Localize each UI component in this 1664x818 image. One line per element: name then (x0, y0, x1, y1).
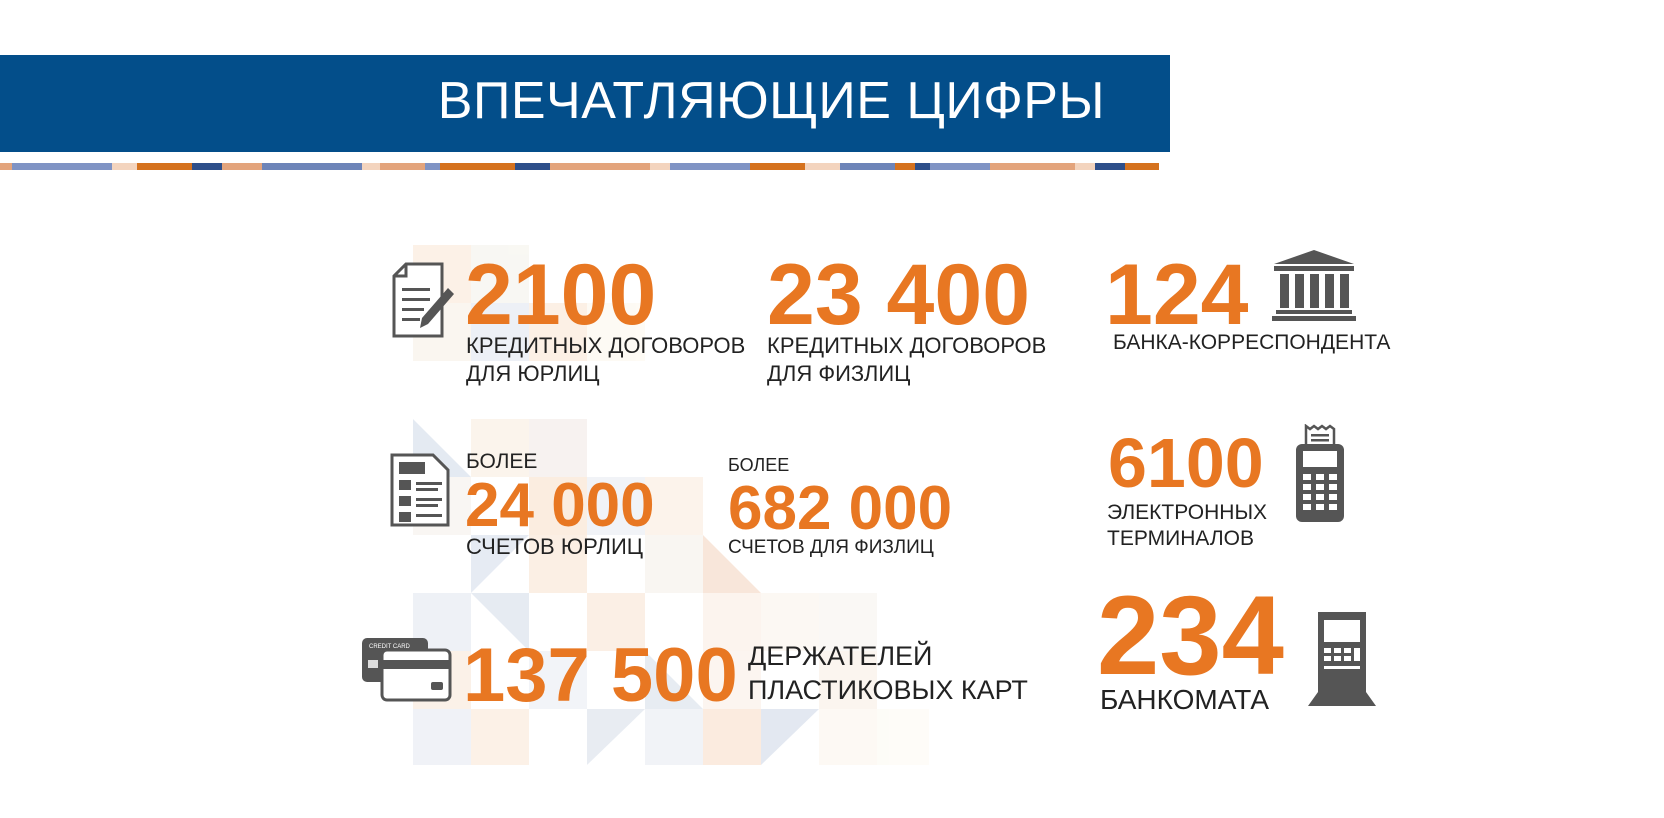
stat-value-atms: 234 (1097, 573, 1284, 698)
stat-caption-card-holders-1: ДЕРЖАТЕЛЕЙ (748, 641, 933, 671)
stat-caption-accounts-legal: СЧЕТОВ ЮРЛИЦ (466, 534, 644, 559)
stat-caption-card-holders-2: ПЛАСТИКОВЫХ КАРТ (748, 675, 1028, 705)
stat-value-accounts-individual: 682 000 (728, 474, 953, 543)
atm-icon (1306, 610, 1378, 708)
pos-terminal-icon (1294, 424, 1346, 524)
stat-value-loans-legal: 2100 (465, 247, 657, 343)
decorative-stripe (0, 163, 1170, 170)
stat-value-loans-individual: 23 400 (767, 247, 1031, 343)
stat-caption-terminals-1: ЭЛЕКТРОННЫХ (1107, 501, 1268, 524)
mosaic-background (413, 245, 929, 765)
stat-caption-accounts-individual: СЧЕТОВ ДЛЯ ФИЗЛИЦ (728, 537, 934, 558)
stat-caption-terminals-2: ТЕРМИНАЛОВ (1107, 527, 1254, 550)
stat-caption-loans-legal-1: КРЕДИТНЫХ ДОГОВОРОВ (466, 333, 746, 358)
stat-value-terminals: 6100 (1108, 424, 1264, 502)
stat-prefix-accounts-legal: БОЛЕЕ (466, 450, 538, 473)
stat-value-accounts-legal: 24 000 (465, 471, 655, 540)
stat-value-card-holders: 137 500 (463, 633, 738, 718)
credit-cards-icon: CREDIT CARD (360, 636, 452, 704)
stat-caption-loans-individual-2: ДЛЯ ФИЗЛИЦ (767, 361, 911, 386)
stat-caption-loans-individual-1: КРЕДИТНЫХ ДОГОВОРОВ (767, 333, 1047, 358)
stat-prefix-accounts-individual: БОЛЕЕ (728, 455, 790, 475)
bank-building-icon (1272, 248, 1356, 322)
page-title: ВПЕЧАТЛЯЮЩИЕ ЦИФРЫ (437, 72, 1105, 130)
header-banner: ВПЕЧАТЛЯЮЩИЕ ЦИФРЫ (0, 55, 1170, 152)
stat-caption-atms: БАНКОМАТА (1100, 684, 1270, 715)
contract-pen-icon (392, 262, 454, 338)
document-list-icon (389, 452, 451, 528)
stat-caption-loans-legal-2: ДЛЯ ЮРЛИЦ (466, 361, 600, 386)
stat-value-correspondent-banks: 124 (1105, 247, 1249, 343)
stat-caption-correspondent-banks: БАНКА-КОРРЕСПОНДЕНТА (1113, 331, 1391, 354)
credit-card-label: CREDIT CARD (369, 644, 411, 650)
